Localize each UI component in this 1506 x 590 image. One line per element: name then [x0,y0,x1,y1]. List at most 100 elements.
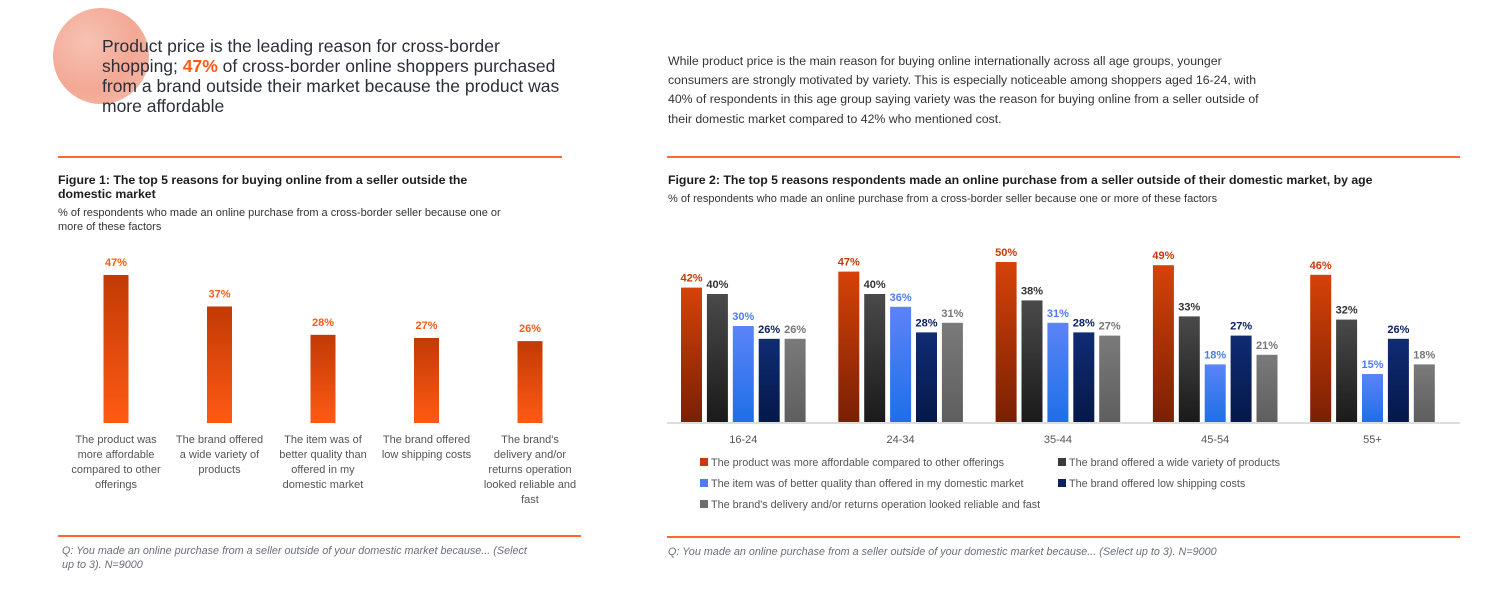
figure1-bar [310,334,336,423]
figure2-value-label: 31% [1047,308,1069,320]
figure1-category-label: The brand offered [176,434,263,446]
figure2-value-label: 26% [1387,324,1409,336]
figure1-bottom-rule [58,535,581,537]
figure1-category-label: returns operation [488,464,571,476]
figure2-value-label: 49% [1152,250,1174,262]
legend-swatch [700,479,708,487]
figure1-category-label: offered in my [291,464,355,476]
figure2-value-label: 38% [1021,285,1043,297]
figure1-category-label: looked reliable and [484,479,576,491]
figure1-value-label: 37% [208,288,230,300]
figure2-bar [1073,332,1095,422]
figure2-category-label: 55+ [1363,434,1382,446]
figure1-category-label: better quality than [279,449,366,461]
figure1-value-label: 28% [312,317,334,329]
legend-label: The brand offered a wide variety of prod… [1069,457,1281,469]
figure1-value-label: 26% [519,323,541,335]
figure2-bar [995,262,1017,422]
figure2-value-label: 21% [1256,340,1278,352]
figure2-value-label: 32% [1336,305,1358,317]
legend-item: The brand offered a wide variety of prod… [1058,457,1280,469]
figure2-title: Figure 2: The top 5 reasons respondents … [668,173,1373,187]
figure2-bar [890,306,912,422]
figure2-bar [681,287,702,422]
figure2-value-label: 30% [732,311,754,323]
figure1-value-label: 27% [415,320,437,332]
figure2-bar [784,338,806,422]
figure1-category-label: The product was [75,434,157,446]
decorative-circle [53,8,149,104]
legend-swatch [1058,479,1066,487]
figure2-chart: 42% 40% 30% 26% 26% 16-24 47% 40% 36% 28% 31% 24-34… [667,247,1460,446]
legend-label: The brand's delivery and/or returns oper… [711,499,1041,511]
figure2-value-label: 15% [1361,359,1383,371]
figure1-subtitle: % of respondents who made an online purc… [58,207,501,233]
figure1-title: Figure 1: The top 5 reasons for buying o… [58,173,468,201]
figure2-value-label: 18% [1204,349,1226,361]
figure2-bar [1310,274,1332,422]
figure2-category-label: 35-44 [1044,434,1072,446]
legend-label: The item was of better quality than offe… [711,478,1024,490]
figure2-category-label: 16-24 [729,434,757,446]
figure2-category-label: 24-34 [887,434,915,446]
figure1-category-label: fast [521,494,539,506]
figure2-subtitle: % of respondents who made an online purc… [668,193,1218,205]
figure2-bar [1021,300,1043,422]
figure1-category-label: products [198,464,241,476]
figure2-bar [1256,354,1278,422]
intro-paragraph: While product price is the main reason f… [668,54,1259,126]
figure1-bar [517,341,543,423]
figure1-category-label: The brand offered [383,434,470,446]
figure1-footnote: Q: You made an online purchase from a se… [62,545,527,571]
figure2-value-label: 42% [680,273,702,285]
figure1-bar [103,275,129,423]
figure2-value-label: 50% [995,247,1017,259]
figure2-bar [706,294,728,422]
figure2-value-label: 28% [915,317,937,329]
figure1-category-label: The item was of [284,434,363,446]
figure2-bar [1047,322,1069,422]
figure1-category-label: domestic market [283,479,364,491]
legend-item: The brand's delivery and/or returns oper… [700,499,1040,511]
figure2-top-rule [667,156,1460,158]
legend-label: The brand offered low shipping costs [1069,478,1246,490]
legend-label: The product was more affordable compared… [711,457,1005,469]
figure1-category-label: low shipping costs [382,449,472,461]
figure1-bar [207,306,232,423]
figure2-value-label: 27% [1230,321,1252,333]
figure2-footnote: Q: You made an online purchase from a se… [668,546,1217,558]
figure2-bar [1362,374,1383,422]
figure2-bar [838,271,860,422]
figure1-category-label: The brand's [501,434,559,446]
figure2-bar [1178,316,1200,422]
headline-highlight: 47% [182,56,218,76]
figure1-value-label: 47% [105,257,127,269]
figure2-bar [941,322,963,422]
figure2-value-label: 40% [706,279,728,291]
figure1-top-rule [58,156,562,158]
figure1-chart: 47% The product was more affordable compare… [71,257,576,506]
figure1-category-label: compared to other [71,464,161,476]
figure1-category-label: offerings [95,479,137,491]
headline-pre: Product price is the leading reason for … [102,36,500,76]
figure2-bar [1099,335,1121,422]
figure2-bar [1152,265,1174,422]
figure1-category-label: more affordable [78,449,155,461]
figure2-value-label: 28% [1073,317,1095,329]
figure2-bar [1413,364,1435,422]
figure1-category-label: delivery and/or [494,449,566,461]
figure2-value-label: 36% [890,292,912,304]
figure2-value-label: 40% [864,279,886,291]
figure2-bar [1336,319,1358,422]
legend-swatch [700,500,708,508]
figure2-value-label: 47% [838,257,860,269]
figure2-value-label: 26% [758,324,780,336]
figure2-bar [758,338,780,422]
figure2-bar [732,326,754,422]
figure2-value-label: 31% [941,308,963,320]
legend-item: The brand offered low shipping costs [1058,478,1245,490]
legend-swatch [700,458,708,466]
figure1-bar [414,337,439,423]
legend-item: The item was of better quality than offe… [700,478,1023,490]
figure2-value-label: 33% [1178,301,1200,313]
